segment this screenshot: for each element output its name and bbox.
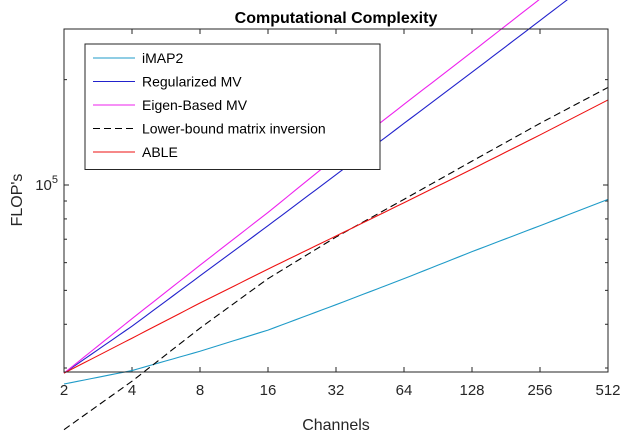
y-axis-label: FLOP's	[9, 174, 26, 227]
series-line-regularized-mv	[63, 0, 568, 374]
y-tick-label-exponent: 5	[52, 174, 58, 186]
legend: iMAP2 Regularized MV Eigen-Based MV Lower-b…	[84, 43, 381, 170]
x-tick-label: 4	[128, 382, 136, 399]
plot-frame	[63, 28, 609, 373]
y-tick-label: 105	[35, 174, 58, 194]
x-tick-label: 128	[459, 382, 484, 399]
x-tick-label: 256	[527, 382, 552, 399]
x-tick-label: 32	[328, 382, 345, 399]
legend-entry: Regularized MV	[142, 74, 242, 90]
chart-title: Computational Complexity	[235, 10, 438, 27]
x-tick-label: 8	[196, 382, 204, 399]
x-tick-label: 64	[396, 382, 413, 399]
x-axis-label: Channels	[302, 417, 370, 434]
legend-entry: Lower-bound matrix inversion	[142, 121, 326, 137]
x-tick-label: 2	[60, 382, 68, 399]
series-line-lower-bound-matrix-inversion	[63, 86, 609, 431]
axis-ticks: 2 4 8 16 32 64 128 256 512 105	[35, 29, 621, 399]
y-tick-label-base: 10	[35, 177, 52, 194]
legend-box	[84, 43, 381, 170]
series-line-able	[63, 99, 609, 374]
x-tick-label: 16	[260, 382, 277, 399]
x-tick-label: 512	[595, 382, 620, 399]
legend-entry: iMAP2	[142, 50, 183, 66]
legend-entry: Eigen-Based MV	[142, 97, 248, 113]
legend-entry: ABLE	[142, 144, 178, 160]
